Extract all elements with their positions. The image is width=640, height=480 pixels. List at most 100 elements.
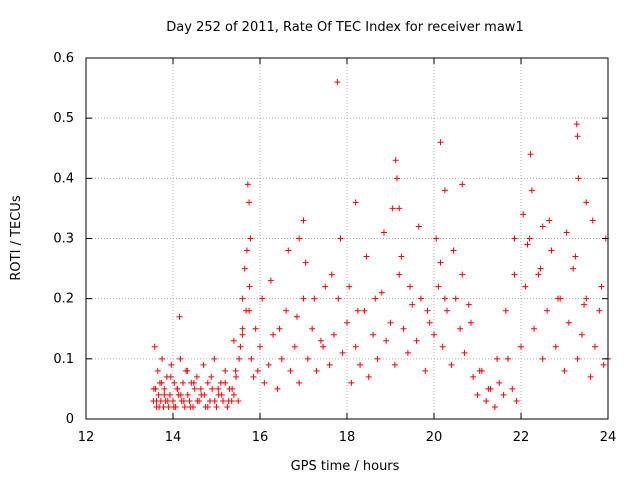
data-point <box>352 199 359 206</box>
data-point <box>335 295 342 302</box>
data-point <box>437 259 444 266</box>
data-point <box>461 349 468 356</box>
data-point <box>554 295 561 302</box>
data-point <box>252 325 259 332</box>
data-point <box>470 373 477 380</box>
data-point <box>276 325 283 332</box>
data-point <box>561 367 568 374</box>
data-point <box>184 391 191 398</box>
data-point <box>170 397 176 404</box>
data-point <box>600 361 607 368</box>
data-point <box>392 157 399 164</box>
data-point <box>233 373 240 380</box>
data-point <box>380 229 387 236</box>
data-point <box>396 271 403 278</box>
data-point <box>535 271 542 278</box>
data-point <box>574 355 581 362</box>
data-point <box>213 403 220 410</box>
data-point <box>296 235 303 242</box>
data-point <box>496 379 503 386</box>
data-point <box>250 373 257 380</box>
data-point <box>511 235 518 242</box>
data-point <box>236 355 243 362</box>
data-point <box>244 181 251 188</box>
data-point <box>330 331 337 338</box>
data-point <box>193 373 200 380</box>
data-point <box>239 331 246 338</box>
data-point <box>424 307 431 314</box>
data-point <box>598 283 605 290</box>
data-point <box>166 391 173 398</box>
data-point <box>177 391 184 398</box>
x-tick-label: 20 <box>426 430 443 445</box>
x-tick-label: 16 <box>252 430 269 445</box>
data-point <box>485 385 492 392</box>
data-point <box>164 397 171 404</box>
data-point <box>581 301 588 308</box>
data-point <box>417 295 424 302</box>
data-point <box>176 313 183 320</box>
data-point <box>180 397 187 404</box>
data-point <box>357 361 364 368</box>
data-point <box>180 379 187 386</box>
data-point <box>511 271 518 278</box>
x-tick-label: 24 <box>600 430 617 445</box>
data-point <box>274 385 281 392</box>
data-point <box>322 283 329 290</box>
data-point <box>526 235 533 242</box>
data-point <box>222 379 229 386</box>
y-axis-label: ROTI / TECUs <box>9 195 24 280</box>
data-point <box>302 259 309 266</box>
data-points <box>150 79 611 410</box>
data-point <box>452 295 459 302</box>
data-point <box>363 253 370 260</box>
data-point <box>391 361 398 368</box>
x-tick-label: 22 <box>513 430 530 445</box>
data-point <box>524 241 531 248</box>
x-tick-label: 12 <box>78 430 95 445</box>
data-point <box>156 403 163 410</box>
data-point <box>296 379 303 386</box>
data-point <box>161 385 168 392</box>
data-point <box>518 343 524 350</box>
data-point <box>317 337 324 344</box>
data-point <box>370 331 377 338</box>
data-point <box>437 139 444 146</box>
data-point <box>404 349 411 356</box>
data-point <box>441 295 448 302</box>
data-point <box>235 397 242 404</box>
data-point <box>339 349 346 356</box>
data-point <box>181 403 188 410</box>
x-tick-label: 14 <box>165 430 182 445</box>
data-point <box>387 319 394 326</box>
data-point <box>291 343 298 350</box>
grid-lines <box>86 58 608 419</box>
data-point <box>248 355 255 362</box>
data-point <box>450 247 457 254</box>
data-point <box>344 319 350 326</box>
data-point <box>151 343 158 350</box>
data-point <box>257 343 263 350</box>
data-point <box>476 367 483 374</box>
data-point <box>232 367 239 374</box>
data-point <box>513 397 520 404</box>
data-point <box>448 361 455 368</box>
data-point <box>431 331 437 338</box>
data-point <box>304 355 311 362</box>
data-point <box>587 373 594 380</box>
data-point <box>539 355 546 362</box>
data-point <box>574 133 581 140</box>
data-point <box>474 391 481 398</box>
data-point <box>570 265 577 272</box>
data-point <box>522 283 529 290</box>
data-point <box>591 343 598 350</box>
data-point <box>546 217 553 224</box>
data-point <box>201 391 208 398</box>
data-point <box>400 325 407 332</box>
data-point <box>243 247 250 254</box>
data-point <box>572 253 579 260</box>
data-point <box>150 385 157 392</box>
data-point <box>170 403 177 410</box>
data-point <box>361 307 368 314</box>
